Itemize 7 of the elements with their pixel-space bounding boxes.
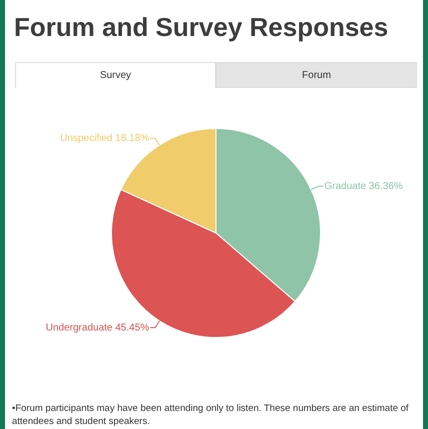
chart-title: Forum and Survey Responses <box>14 12 388 43</box>
text: Survey <box>15 62 216 88</box>
slice-label: Undergraduate 45.45% <box>46 322 150 334</box>
text: •Forum participants may have been attending only to listen. These numbers are an estimate of attendees and student speakers. <box>12 402 410 428</box>
slice-label: Graduate 36.36% <box>324 181 403 192</box>
slice-label: Unspecified 18.18% <box>60 133 150 144</box>
text: Forum <box>216 62 417 88</box>
